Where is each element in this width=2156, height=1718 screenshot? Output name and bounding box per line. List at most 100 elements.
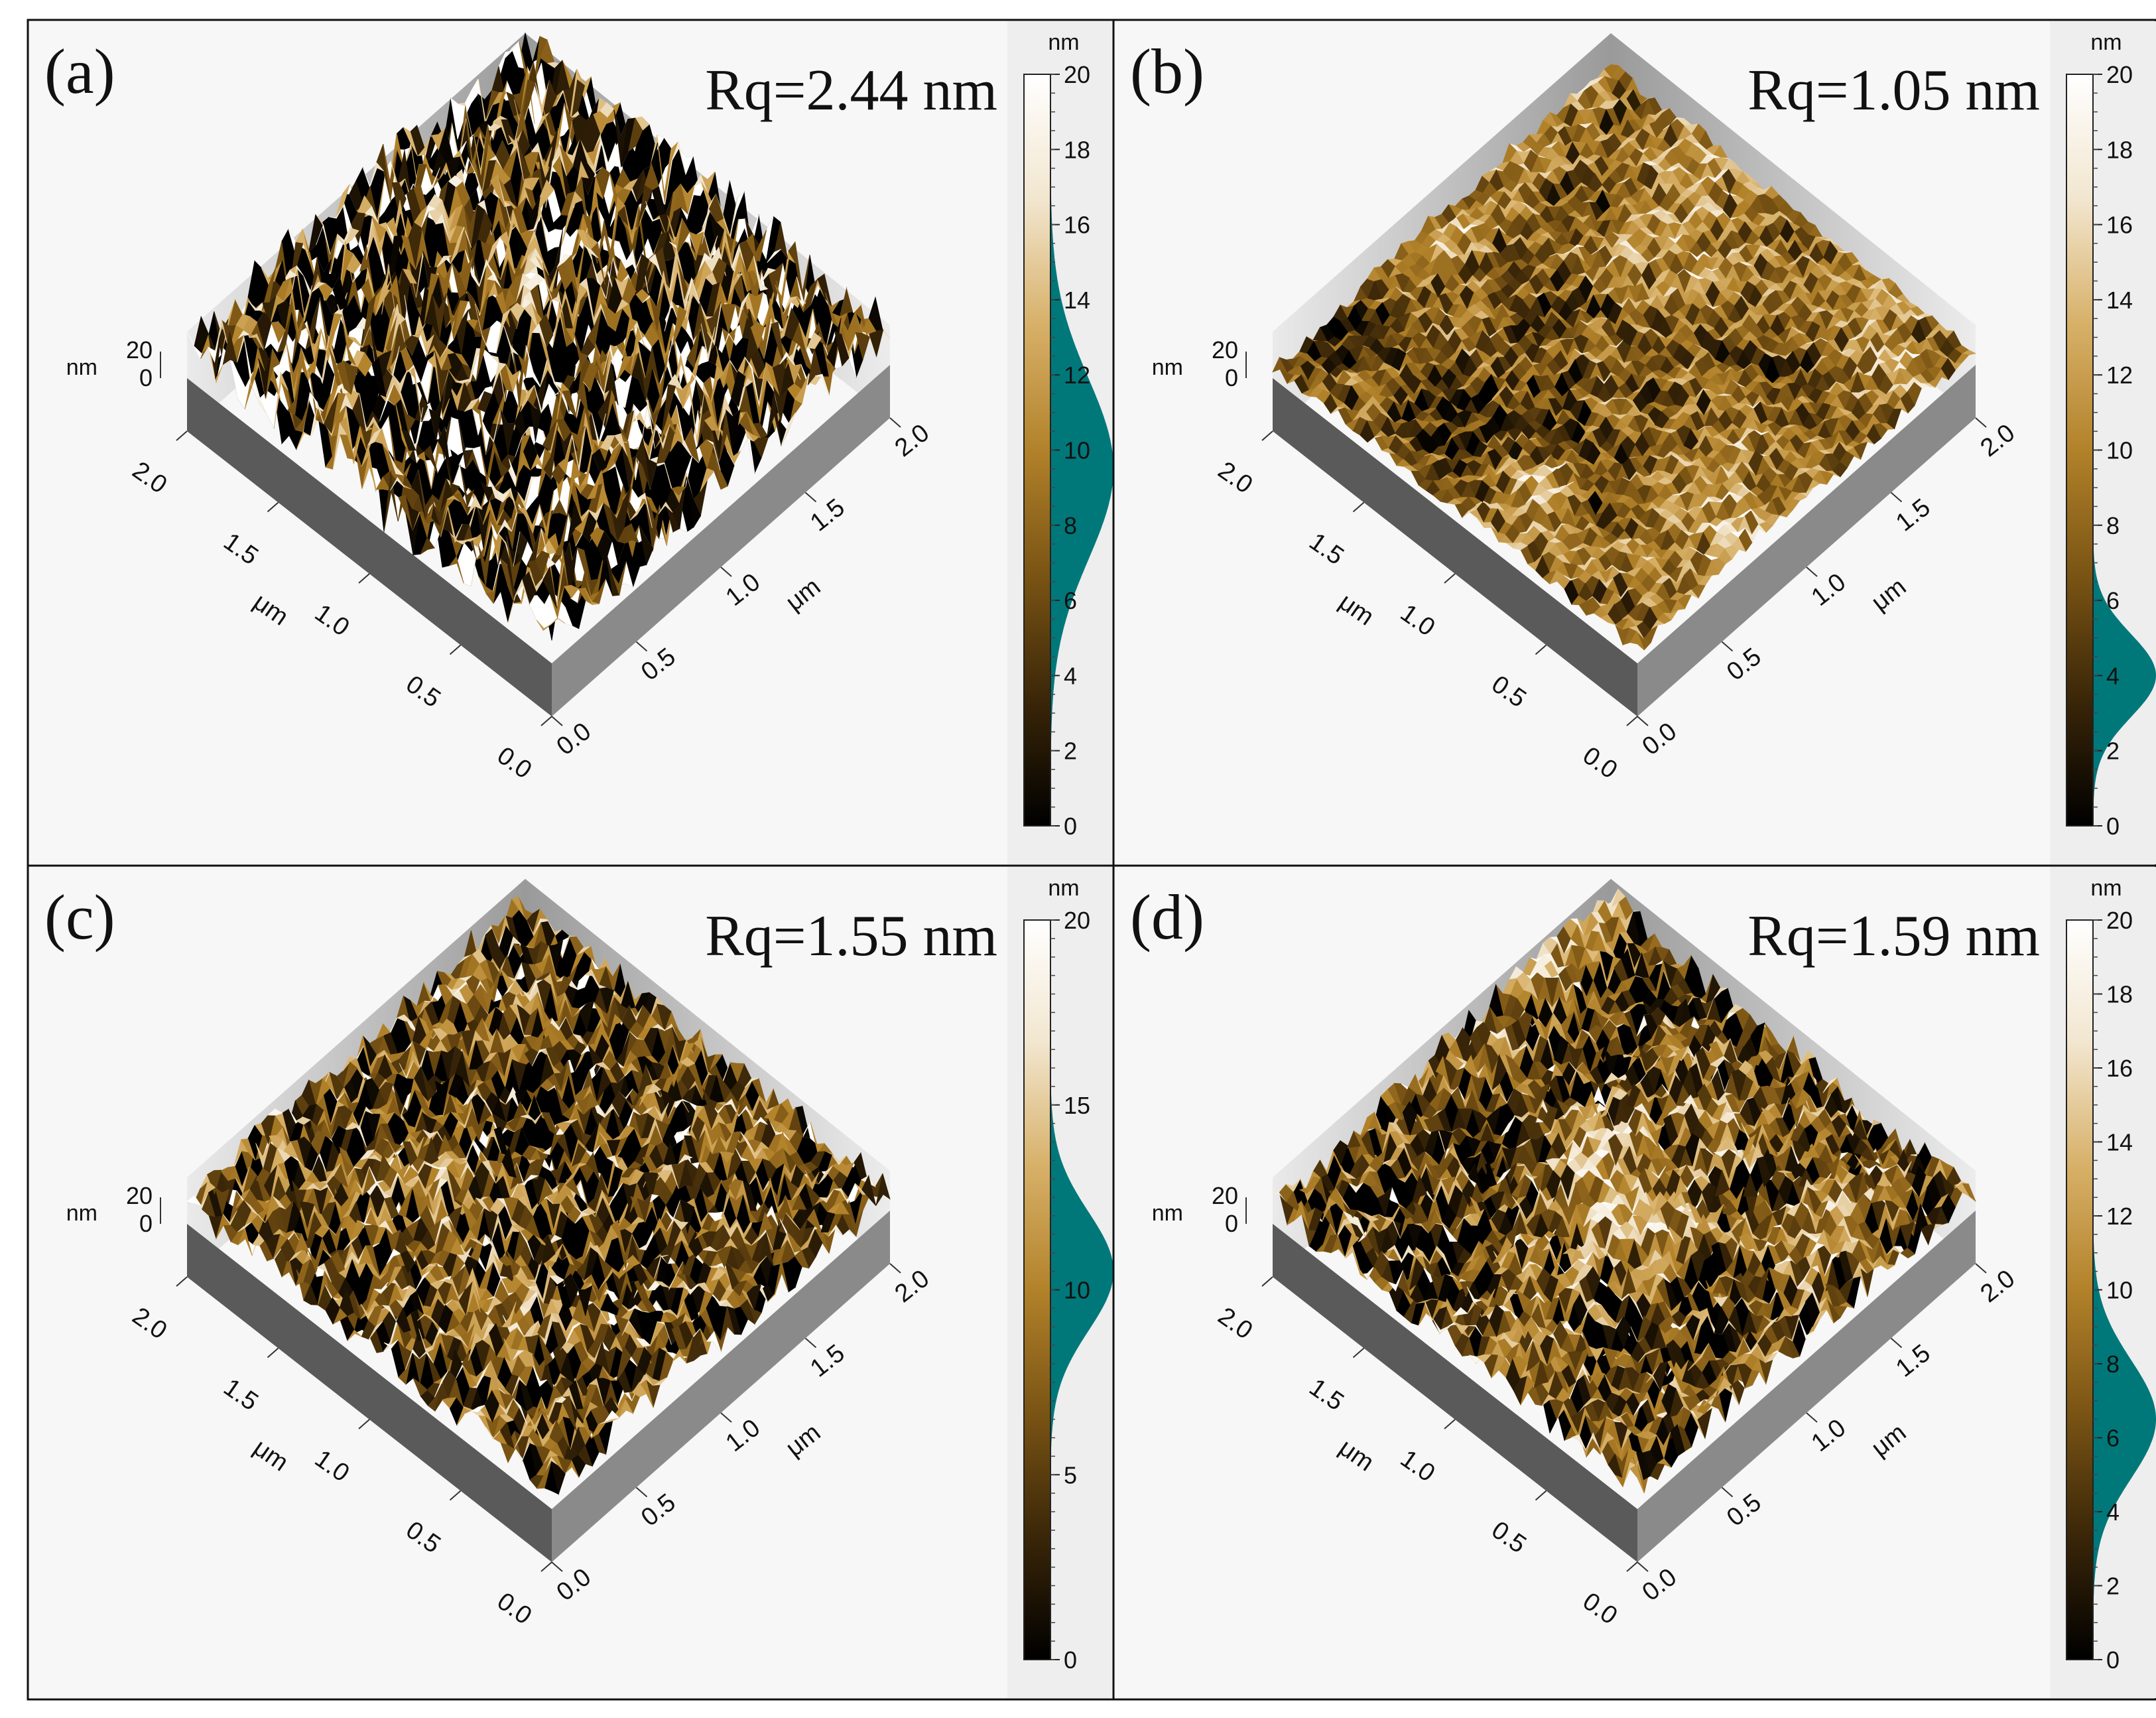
surface-facets bbox=[1650, 1463, 1665, 1481]
surface-facets bbox=[200, 1179, 558, 1361]
surface-facets bbox=[1512, 1355, 1527, 1379]
surface-facets bbox=[632, 1382, 647, 1398]
surface-facets bbox=[1529, 398, 1563, 466]
surface-facets bbox=[1769, 447, 1784, 470]
surface-facets bbox=[1818, 289, 1833, 302]
surface-facets bbox=[383, 1031, 631, 1406]
axis-tick bbox=[1352, 1347, 1365, 1358]
surface-facets bbox=[1470, 328, 1560, 395]
panel-b: (b) Rq=1.05 nmnm024681012141618200.00.51.… bbox=[1112, 19, 2156, 867]
surface-facets bbox=[1690, 251, 1719, 271]
surface-facets bbox=[341, 314, 356, 366]
surface-facets bbox=[483, 1349, 687, 1388]
z-axis-tick-label: 0 bbox=[1225, 1210, 1238, 1237]
surface-facets bbox=[1568, 259, 1694, 548]
surface-facets bbox=[401, 428, 416, 451]
z-axis-unit: nm bbox=[66, 1201, 97, 1226]
height-surface bbox=[186, 896, 891, 1496]
axis-tick bbox=[267, 1347, 279, 1358]
surface-facets bbox=[1370, 253, 1684, 478]
surface-facets bbox=[1436, 1087, 1452, 1112]
surface-facets bbox=[537, 1461, 552, 1489]
surface-facets bbox=[1337, 1219, 1352, 1237]
axis-tick bbox=[449, 644, 462, 655]
surface-facets bbox=[1537, 464, 1757, 497]
surface-facets bbox=[598, 385, 631, 529]
surface-facets bbox=[1349, 1182, 1363, 1193]
surface-facets bbox=[344, 228, 359, 247]
surface-facets bbox=[1403, 1134, 1757, 1382]
axis-tick bbox=[1444, 573, 1456, 584]
surface-facets bbox=[1697, 426, 1712, 431]
surface-facets bbox=[458, 102, 473, 137]
colorbar-tick-label: 20 bbox=[1064, 61, 1090, 88]
surface-side-right bbox=[1637, 365, 1976, 716]
surface-facets bbox=[1712, 1276, 1728, 1297]
surface-facets bbox=[496, 308, 511, 354]
surface-facets bbox=[517, 373, 809, 526]
axis-tick bbox=[1975, 417, 1987, 428]
surface-facets bbox=[1685, 302, 1700, 326]
panel-a: (a) Rq=2.44 nmnm024681012141618200.00.51.… bbox=[27, 19, 1130, 867]
surface-facets bbox=[1704, 554, 1718, 561]
axis-tick bbox=[720, 1412, 732, 1423]
surface-facets bbox=[1533, 1340, 1548, 1366]
height-surface bbox=[1272, 888, 1976, 1494]
surface-facets bbox=[596, 360, 611, 397]
surface-facets bbox=[340, 434, 355, 460]
surface-facets bbox=[1387, 401, 1402, 423]
surface-facets bbox=[1576, 547, 1619, 566]
axis-tick bbox=[889, 1263, 901, 1274]
surface-facets bbox=[1543, 1275, 1558, 1303]
surface-facets bbox=[1519, 1158, 1948, 1396]
surface-facets bbox=[361, 278, 771, 378]
surface-facets bbox=[420, 205, 643, 299]
surface-facets bbox=[490, 1198, 505, 1215]
surface-facets bbox=[311, 1130, 326, 1156]
surface-facets bbox=[1631, 517, 1646, 527]
surface-facets bbox=[1520, 1195, 1907, 1450]
surface-facets bbox=[1711, 1242, 1726, 1276]
axis-tick bbox=[1535, 644, 1547, 655]
surface-facets bbox=[457, 1107, 472, 1129]
surface-facets bbox=[587, 1190, 701, 1364]
surface-facets bbox=[440, 506, 456, 543]
surface-facets bbox=[1466, 375, 1619, 476]
surface-facets bbox=[1531, 482, 1547, 496]
surface-facets bbox=[407, 364, 421, 384]
surface-facets bbox=[531, 1135, 788, 1251]
surface-facets bbox=[1670, 259, 1925, 614]
surface-facets bbox=[398, 1187, 536, 1280]
surface-facets bbox=[1765, 1056, 1781, 1083]
surface-facets bbox=[423, 425, 558, 480]
surface-facets bbox=[1352, 1251, 1554, 1337]
surface-facets bbox=[1423, 436, 1438, 455]
surface-facets bbox=[452, 1008, 553, 1324]
colorbar-tick-label: 16 bbox=[1064, 212, 1090, 239]
surface-facets bbox=[1299, 1175, 1791, 1414]
surface-facets bbox=[1583, 1207, 1598, 1227]
surface-facets bbox=[658, 501, 673, 515]
surface-facets bbox=[1450, 1067, 1507, 1254]
surface-facets bbox=[350, 213, 550, 368]
surface-facets bbox=[383, 1323, 581, 1415]
surface-facets bbox=[373, 1282, 389, 1294]
surface-facets bbox=[773, 386, 789, 423]
colorbar-tick-label: 12 bbox=[2106, 1203, 2133, 1230]
surface-facets bbox=[556, 249, 828, 356]
colorbar-tick-label: 8 bbox=[1064, 512, 1077, 539]
colorbar-unit: nm bbox=[2090, 876, 2122, 901]
surface-facets bbox=[1561, 1364, 1576, 1388]
surface-facets bbox=[497, 519, 512, 535]
surface-facets bbox=[503, 488, 518, 513]
surface-facets bbox=[1803, 272, 1858, 380]
surface-facets bbox=[584, 588, 600, 605]
surface-facets bbox=[818, 1189, 834, 1203]
surface-facets bbox=[1358, 1195, 1836, 1363]
surface-facets bbox=[798, 308, 814, 352]
surface-facets bbox=[1587, 1304, 1602, 1321]
surface-facets bbox=[719, 1152, 735, 1163]
surface-facets bbox=[501, 1301, 550, 1447]
surface-facets bbox=[571, 1139, 586, 1164]
surface-facets bbox=[1911, 319, 1927, 344]
